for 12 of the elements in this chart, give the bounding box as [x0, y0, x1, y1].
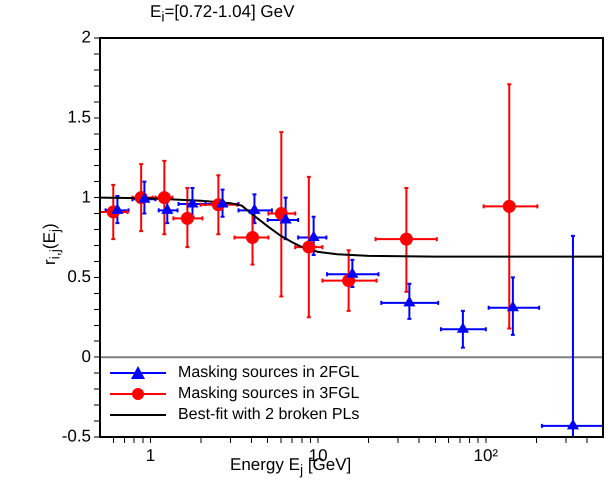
legend-label: Masking sources in 2FGL — [178, 364, 360, 382]
legend-label: Best-fit with 2 broken PLs — [178, 406, 360, 424]
y-tick-label: 0.5 — [67, 267, 91, 286]
x-tick-label: 1 — [146, 446, 156, 465]
x-tick-label: 10² — [474, 446, 498, 465]
y-tick-label: 1 — [82, 187, 91, 206]
y-tick-label: 1.5 — [67, 107, 91, 126]
chart-title: E$_{i}$=[0.72-1.04] GeV — [150, 2, 294, 26]
y-tick-label: 0 — [82, 346, 91, 366]
y-tick-label: 2 — [82, 28, 91, 47]
legend-label: Masking sources in 3FGL — [178, 384, 360, 402]
y-tick-label: -0.5 — [62, 426, 91, 446]
